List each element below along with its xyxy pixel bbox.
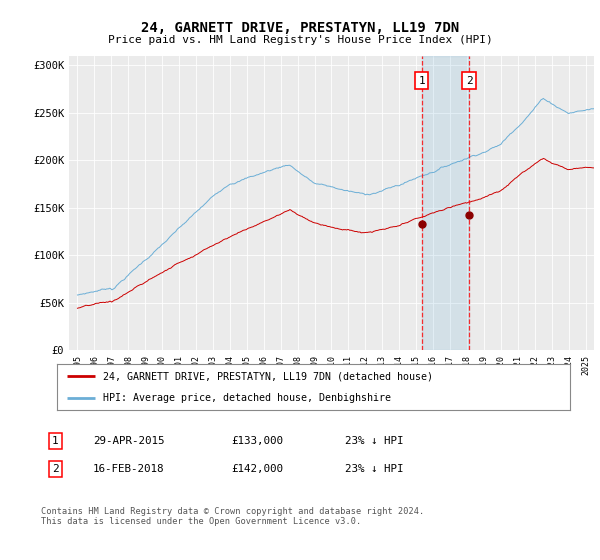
Text: 16-FEB-2018: 16-FEB-2018 [93,464,164,474]
Text: 2: 2 [52,464,59,474]
Text: Price paid vs. HM Land Registry's House Price Index (HPI): Price paid vs. HM Land Registry's House … [107,35,493,45]
Text: 1: 1 [418,76,425,86]
Text: £133,000: £133,000 [231,436,283,446]
Text: 2: 2 [466,76,472,86]
Text: 1: 1 [52,436,59,446]
Text: 24, GARNETT DRIVE, PRESTATYN, LL19 7DN (detached house): 24, GARNETT DRIVE, PRESTATYN, LL19 7DN (… [103,371,433,381]
Text: 23% ↓ HPI: 23% ↓ HPI [345,464,404,474]
Text: 23% ↓ HPI: 23% ↓ HPI [345,436,404,446]
Text: 29-APR-2015: 29-APR-2015 [93,436,164,446]
Text: £142,000: £142,000 [231,464,283,474]
Text: HPI: Average price, detached house, Denbighshire: HPI: Average price, detached house, Denb… [103,393,391,403]
Text: 24, GARNETT DRIVE, PRESTATYN, LL19 7DN: 24, GARNETT DRIVE, PRESTATYN, LL19 7DN [141,21,459,35]
Text: Contains HM Land Registry data © Crown copyright and database right 2024.
This d: Contains HM Land Registry data © Crown c… [41,507,424,526]
Bar [422,56,469,350]
